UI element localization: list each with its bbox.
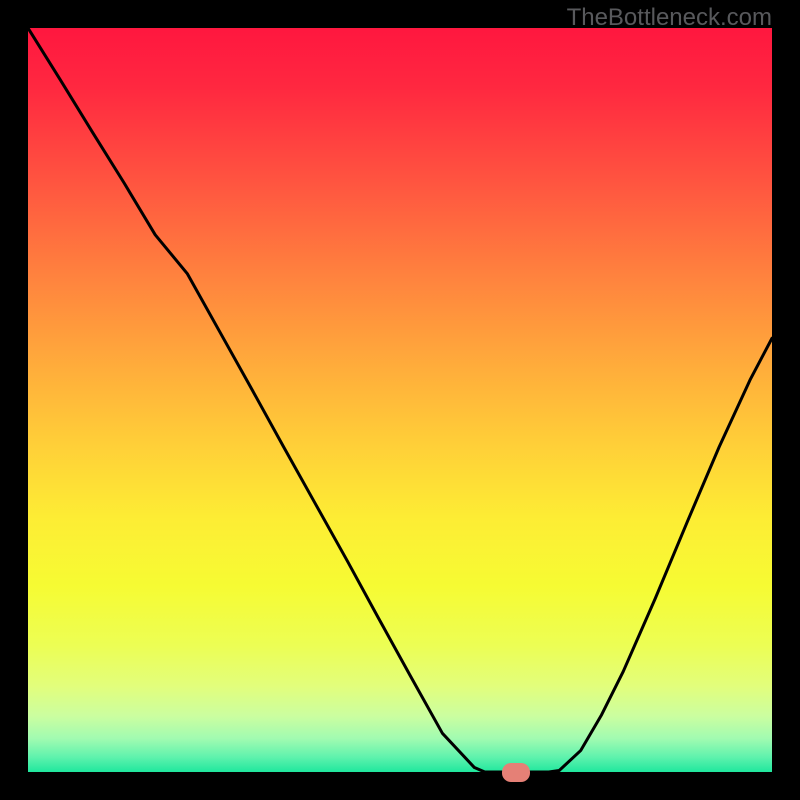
optimum-marker [502, 763, 530, 782]
plot-svg [28, 28, 772, 772]
gradient-background [28, 28, 772, 772]
watermark-text: TheBottleneck.com [567, 4, 772, 32]
chart-frame: TheBottleneck.com [0, 0, 800, 800]
plot-area [28, 28, 772, 772]
